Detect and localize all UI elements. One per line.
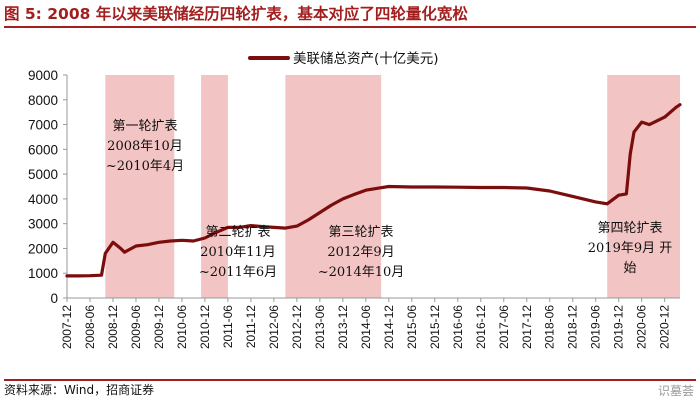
period-label-2: 第二轮扩表 2010年11月 ~2011年6月 bbox=[199, 225, 277, 280]
y-axis: 0 1000 2000 3000 4000 5000 6000 7000 8000 9000 bbox=[28, 68, 67, 306]
y-tick-label: 7000 bbox=[28, 118, 58, 133]
x-tick-label: 2020-12 bbox=[658, 305, 672, 349]
shaded-period-4 bbox=[607, 75, 680, 298]
period-label-line: 第一轮扩表 bbox=[112, 119, 177, 134]
y-tick-label: 3000 bbox=[28, 217, 58, 232]
x-tick-label: 2019-12 bbox=[612, 305, 626, 349]
period-label-1: 第一轮扩表 2008年10月 ~2010年4月 bbox=[106, 119, 184, 174]
period-label-line: ~2010年4月 bbox=[106, 159, 184, 174]
x-tick-label: 2014-06 bbox=[359, 305, 373, 349]
period-label-line: 2012年9月 bbox=[327, 245, 394, 260]
chart-legend: 美联储总资产(十亿美元) bbox=[248, 51, 439, 67]
x-tick-label: 2018-06 bbox=[543, 305, 557, 349]
x-tick-label: 2020-06 bbox=[635, 305, 649, 349]
period-label-line: ~2011年6月 bbox=[199, 265, 277, 280]
period-label-line: 2019年9月 开 bbox=[588, 241, 673, 256]
period-label-3: 第三轮扩表 2012年9月 ~2014年10月 bbox=[318, 225, 405, 280]
x-tick-label: 2012-12 bbox=[290, 305, 304, 349]
legend-label: 美联储总资产(十亿美元) bbox=[293, 51, 439, 67]
watermark-text: 识墓荟 bbox=[657, 384, 694, 398]
x-tick-label: 2009-12 bbox=[152, 305, 166, 349]
shaded-period-2 bbox=[201, 75, 228, 298]
x-tick-label: 2012-06 bbox=[267, 305, 281, 349]
x-tick-label: 2010-12 bbox=[198, 305, 212, 349]
x-tick-label: 2017-06 bbox=[497, 305, 511, 349]
x-axis: 2007-12 2008-06 2008-12 2009-06 2009-12 2010-… bbox=[60, 298, 672, 349]
x-tick-label: 2017-12 bbox=[520, 305, 534, 349]
x-tick-label: 2011-06 bbox=[221, 305, 235, 348]
period-label-4: 第四轮扩表 2019年9月 开始 bbox=[588, 221, 673, 276]
x-tick-label: 2008-12 bbox=[106, 305, 120, 349]
x-tick-label: 2013-12 bbox=[336, 305, 350, 349]
x-tick-label: 2011-12 bbox=[244, 305, 258, 348]
x-tick-label: 2010-06 bbox=[175, 305, 189, 349]
y-tick-label: 8000 bbox=[28, 93, 58, 108]
y-tick-label: 0 bbox=[50, 291, 58, 306]
chart-axes bbox=[66, 75, 680, 299]
period-label-line: 始 bbox=[623, 261, 636, 276]
y-tick-label: 5000 bbox=[28, 167, 58, 182]
y-tick-label: 2000 bbox=[28, 241, 58, 256]
x-tick-label: 2015-06 bbox=[405, 305, 419, 349]
period-label-line: 第二轮扩表 bbox=[205, 225, 270, 240]
y-tick-label: 4000 bbox=[28, 192, 58, 207]
figure-source: 资料来源：Wind，招商证券 bbox=[4, 379, 696, 400]
shaded-period-1 bbox=[105, 75, 175, 298]
series-layer bbox=[65, 103, 682, 278]
x-tick-label: 2018-12 bbox=[566, 305, 580, 349]
shaded-periods bbox=[105, 75, 680, 298]
series-line-fed-total-assets bbox=[65, 103, 682, 278]
x-tick-label: 2019-06 bbox=[589, 305, 603, 349]
period-label-line: ~2014年10月 bbox=[318, 265, 405, 280]
shaded-period-3 bbox=[285, 75, 382, 298]
x-tick-label: 2007-12 bbox=[60, 305, 74, 349]
x-tick-label: 2014-12 bbox=[382, 305, 396, 349]
x-tick-label: 2013-06 bbox=[313, 305, 327, 349]
y-tick-label: 1000 bbox=[28, 266, 58, 281]
y-tick-label: 6000 bbox=[28, 142, 58, 157]
period-label-line: 2010年11月 bbox=[200, 245, 276, 260]
x-tick-label: 2009-06 bbox=[129, 305, 143, 349]
period-label-line: 第四轮扩表 bbox=[597, 221, 662, 236]
figure-title: 图 5: 2008 年以来美联储经历四轮扩表，基本对应了四轮量化宽松 bbox=[4, 2, 696, 28]
period-label-line: 2008年10月 bbox=[107, 139, 183, 154]
period-label-line: 第三轮扩表 bbox=[328, 225, 393, 240]
x-tick-label: 2016-12 bbox=[474, 305, 488, 349]
x-tick-label: 2016-06 bbox=[451, 305, 465, 349]
x-tick-label: 2008-06 bbox=[83, 305, 97, 349]
y-tick-label: 9000 bbox=[28, 68, 58, 83]
x-tick-label: 2015-12 bbox=[428, 305, 442, 349]
